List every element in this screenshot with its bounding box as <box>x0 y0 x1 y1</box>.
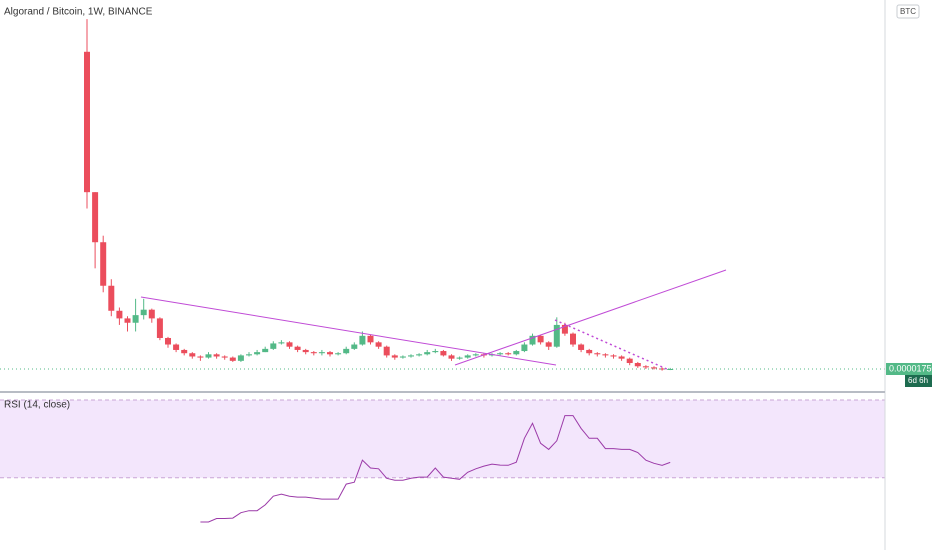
candle-body <box>505 353 512 355</box>
candle-body <box>408 355 414 357</box>
candle-body <box>254 352 261 355</box>
currency-label[interactable]: BTC <box>900 7 916 16</box>
candle-body <box>602 354 609 356</box>
candle-body <box>262 348 269 353</box>
candle-body <box>359 335 366 345</box>
candle-body <box>140 309 147 316</box>
candle-body <box>286 342 293 347</box>
candle-body <box>521 344 528 352</box>
candle-body <box>173 344 180 350</box>
axis: 0.00001750 6d 6h <box>886 362 932 387</box>
countdown-tag <box>905 374 932 387</box>
plot <box>0 19 885 523</box>
trend-line <box>554 319 670 371</box>
candle-body <box>513 351 520 355</box>
trend-line <box>140 296 557 366</box>
candle-body <box>529 335 536 345</box>
candle-body <box>456 357 463 359</box>
candle-body <box>578 344 585 350</box>
candle-body <box>667 368 674 370</box>
candle-body <box>100 242 107 286</box>
candle-body <box>327 352 333 355</box>
candle-body <box>343 348 350 354</box>
currency-badge[interactable] <box>896 4 920 19</box>
candle-body <box>440 351 447 356</box>
candle-body <box>416 354 423 356</box>
candle-body <box>545 342 552 347</box>
candle-body <box>132 315 139 323</box>
candle-body <box>156 318 163 338</box>
candle-body <box>351 344 358 349</box>
candle-body <box>659 368 666 370</box>
candle-body <box>464 355 471 358</box>
candle-body <box>537 335 544 343</box>
candle-body <box>586 349 593 354</box>
candle-body <box>497 353 504 355</box>
candle-body <box>424 352 431 355</box>
candle-body <box>108 285 115 311</box>
candle-body <box>221 356 228 358</box>
candle-body <box>335 353 342 355</box>
candle-body <box>92 192 99 243</box>
candle-body <box>237 355 244 361</box>
candle-body <box>318 352 325 354</box>
candle-body <box>165 337 171 345</box>
candle-body <box>246 354 252 356</box>
candle-body <box>634 363 641 367</box>
candle-body <box>84 51 90 193</box>
candle-body <box>383 346 390 356</box>
rsi-band <box>0 400 885 478</box>
candle-body <box>472 354 479 356</box>
candle-body <box>432 351 439 353</box>
candle-body <box>124 318 131 323</box>
indicator-title: RSI (14, close) <box>4 400 70 411</box>
candle-body <box>626 358 633 364</box>
countdown-label: 6d 6h <box>908 376 928 385</box>
candle-body <box>270 343 277 349</box>
candle-body <box>561 324 568 334</box>
candle-body <box>553 324 560 347</box>
candle-body <box>310 352 317 354</box>
candle-body <box>181 349 188 354</box>
last-price-tag <box>886 362 932 375</box>
candle-body <box>594 353 601 355</box>
candle-body <box>148 309 155 319</box>
candle-body <box>642 366 649 368</box>
candle-body <box>391 355 398 358</box>
candle-body <box>278 342 285 344</box>
candle-body <box>448 355 455 359</box>
candle-body <box>302 349 309 353</box>
candle-body <box>399 356 406 358</box>
candle-body <box>116 310 123 319</box>
chart-title: Algorand / Bitcoin, 1W, BINANCE <box>4 7 153 18</box>
candle-body <box>197 356 204 358</box>
last-price-label: 0.00001750 <box>889 363 932 373</box>
candle-body <box>375 342 382 347</box>
candle-body <box>610 355 617 357</box>
rsi-line <box>200 415 671 523</box>
candle-body <box>189 353 196 357</box>
candle-body <box>618 356 625 359</box>
candle-body <box>229 357 236 361</box>
candle-body <box>367 335 374 343</box>
candle-body <box>213 354 220 357</box>
candle-body <box>205 354 212 358</box>
candle-body <box>651 367 657 369</box>
trend-line <box>454 269 727 366</box>
candle-body <box>294 346 301 350</box>
candle-body <box>570 333 576 345</box>
